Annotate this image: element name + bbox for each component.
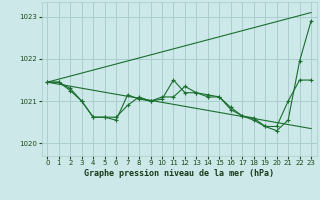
X-axis label: Graphe pression niveau de la mer (hPa): Graphe pression niveau de la mer (hPa) <box>84 169 274 178</box>
